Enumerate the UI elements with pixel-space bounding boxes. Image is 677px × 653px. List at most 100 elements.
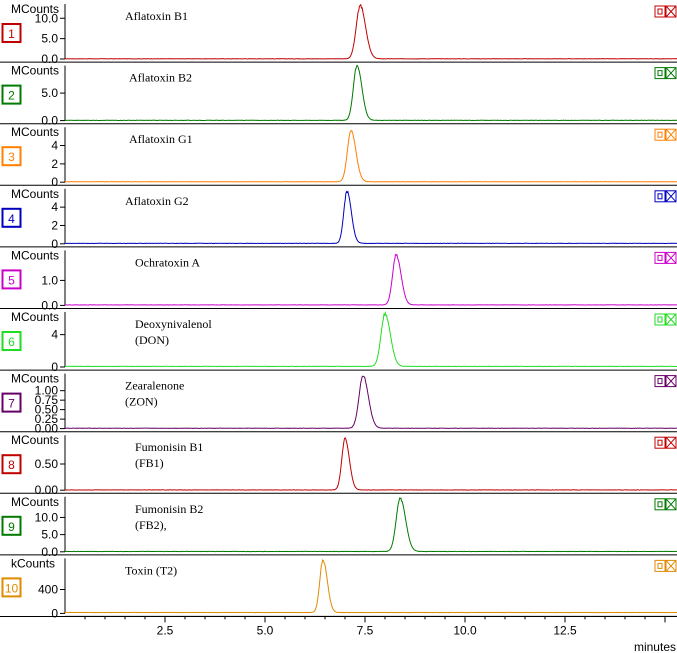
- restore-icon[interactable]: [654, 498, 666, 511]
- trace-number: 4: [8, 212, 15, 226]
- trace-line: [64, 129, 677, 183]
- close-icon[interactable]: [665, 128, 677, 141]
- y-unit-label: MCounts: [11, 248, 59, 262]
- trace-number-box[interactable]: [1, 515, 22, 536]
- close-icon[interactable]: [665, 375, 677, 388]
- close-icon[interactable]: [665, 67, 677, 80]
- compound-label: (DON): [135, 333, 169, 347]
- close-icon[interactable]: [665, 559, 677, 572]
- close-icon-cross: [665, 190, 677, 203]
- panel-9: MCounts 0.0 5.0 10.0 9 Fumonisin B2 (FB2),: [0, 495, 677, 559]
- y-tick-label: 0.00: [35, 422, 59, 436]
- y-tick-label: 4: [51, 139, 58, 153]
- restore-icon-inner: [657, 254, 663, 261]
- restore-icon[interactable]: [654, 436, 666, 449]
- x-axis: 2.5 5.0 7.5 10.0 12.5 minutes: [65, 615, 677, 653]
- trace-line: [64, 310, 677, 368]
- close-icon-cross: [665, 252, 677, 264]
- trace-number-box[interactable]: [1, 23, 22, 43]
- x-tick-label: 10.0: [453, 623, 477, 637]
- y-tick-label: 2: [51, 157, 58, 171]
- y-unit-label: MCounts: [11, 64, 59, 78]
- trace-number-box[interactable]: [1, 331, 22, 351]
- trace-number-box[interactable]: [1, 392, 22, 413]
- close-icon-cross: [665, 498, 677, 511]
- compound-label: Deoxynivalenol: [135, 317, 212, 331]
- close-icon[interactable]: [665, 313, 677, 326]
- y-tick-label: 1.0: [41, 273, 58, 287]
- panel-3: MCounts 0 2 4 3 Aflatoxin G1: [0, 125, 677, 189]
- compound-label: Aflatoxin G1: [129, 132, 193, 146]
- compound-label: Aflatoxin B2: [129, 71, 192, 85]
- y-tick-label: 10.0: [35, 510, 59, 524]
- close-icon[interactable]: [665, 190, 677, 203]
- panel-7: MCounts 0.000.250.500.751.00 7 Zearalenone (…: [0, 372, 677, 436]
- trace-number-box[interactable]: [1, 577, 22, 598]
- restore-icon-inner: [657, 316, 663, 323]
- trace-number-box[interactable]: [1, 146, 22, 167]
- close-icon-cross: [665, 5, 677, 18]
- trace-number: 10: [5, 581, 19, 595]
- y-tick-label: 5.0: [41, 528, 58, 542]
- close-icon[interactable]: [665, 5, 677, 18]
- trace-line: [64, 497, 677, 553]
- y-tick-label: 4: [51, 200, 58, 214]
- restore-icon[interactable]: [654, 67, 666, 80]
- x-tick-label: 2.5: [157, 623, 174, 637]
- restore-icon-inner: [657, 8, 663, 15]
- compound-label: Zearalenone: [125, 379, 184, 393]
- trace-number-box[interactable]: [1, 207, 22, 228]
- trace-line: [64, 190, 677, 245]
- y-tick-label: 0.75: [35, 393, 59, 407]
- y-tick-label: 0.0: [41, 545, 58, 559]
- close-icon[interactable]: [665, 251, 677, 264]
- restore-icon[interactable]: [654, 251, 666, 264]
- y-tick-label: 0: [51, 606, 58, 620]
- compound-label: (ZON): [125, 395, 158, 409]
- compound-label: Toxin (T2): [125, 563, 177, 577]
- restore-icon[interactable]: [654, 559, 666, 572]
- restore-icon[interactable]: [654, 375, 666, 388]
- trace-number: 1: [8, 27, 15, 41]
- panel-5: MCounts 0.0 1.0 5 Ochratoxin A: [0, 248, 677, 312]
- trace-number: 6: [8, 335, 15, 349]
- trace-line: [64, 253, 677, 306]
- trace-number: 8: [8, 458, 15, 472]
- y-tick-label: 0.00: [35, 483, 59, 497]
- panel-4: MCounts 0 2 4 4 Aflatoxin G2: [0, 187, 677, 251]
- trace-number-box[interactable]: [1, 269, 22, 290]
- trace-line: [64, 65, 677, 122]
- trace-line: [64, 3, 677, 60]
- trace-number-box[interactable]: [1, 454, 22, 475]
- restore-icon[interactable]: [654, 313, 666, 326]
- trace-number-box[interactable]: [1, 84, 22, 105]
- panel-10: kCounts 0 400 10 Toxin (T2): [0, 556, 677, 620]
- y-tick-label: 0.25: [35, 412, 59, 426]
- trace-number: 9: [8, 520, 15, 534]
- compound-label: Fumonisin B2: [135, 502, 203, 516]
- restore-icon[interactable]: [654, 5, 666, 18]
- y-tick-label: 4: [51, 328, 58, 342]
- trace-number: 2: [8, 89, 15, 103]
- y-tick-label: 400: [38, 582, 58, 596]
- panel-6: MCounts 0 4 6 Deoxynivalenol (DON): [0, 310, 677, 374]
- restore-icon-inner: [657, 562, 663, 569]
- compound-label: (FB2),: [135, 518, 167, 532]
- restore-icon[interactable]: [654, 190, 666, 203]
- restore-icon-inner: [657, 439, 663, 446]
- close-icon[interactable]: [665, 498, 677, 511]
- y-unit-label: MCounts: [11, 187, 59, 201]
- x-tick-label: 5.0: [257, 623, 274, 637]
- y-unit-label: MCounts: [11, 433, 59, 447]
- restore-icon-inner: [657, 131, 663, 138]
- y-tick-label: 0: [51, 237, 58, 251]
- restore-icon[interactable]: [654, 128, 666, 141]
- y-tick-label: 0.0: [41, 298, 58, 312]
- y-unit-label: MCounts: [11, 125, 59, 139]
- compound-label: Ochratoxin A: [135, 255, 200, 269]
- close-icon[interactable]: [665, 436, 677, 449]
- close-icon-cross: [665, 313, 677, 326]
- close-icon-cross: [665, 560, 677, 572]
- panel-8: MCounts 0.00 0.50 8 Fumonisin B1 (FB1): [0, 433, 677, 497]
